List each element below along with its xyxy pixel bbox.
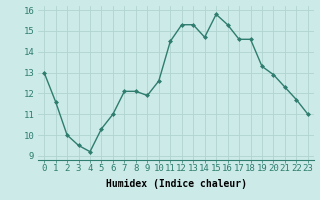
X-axis label: Humidex (Indice chaleur): Humidex (Indice chaleur) bbox=[106, 179, 246, 189]
